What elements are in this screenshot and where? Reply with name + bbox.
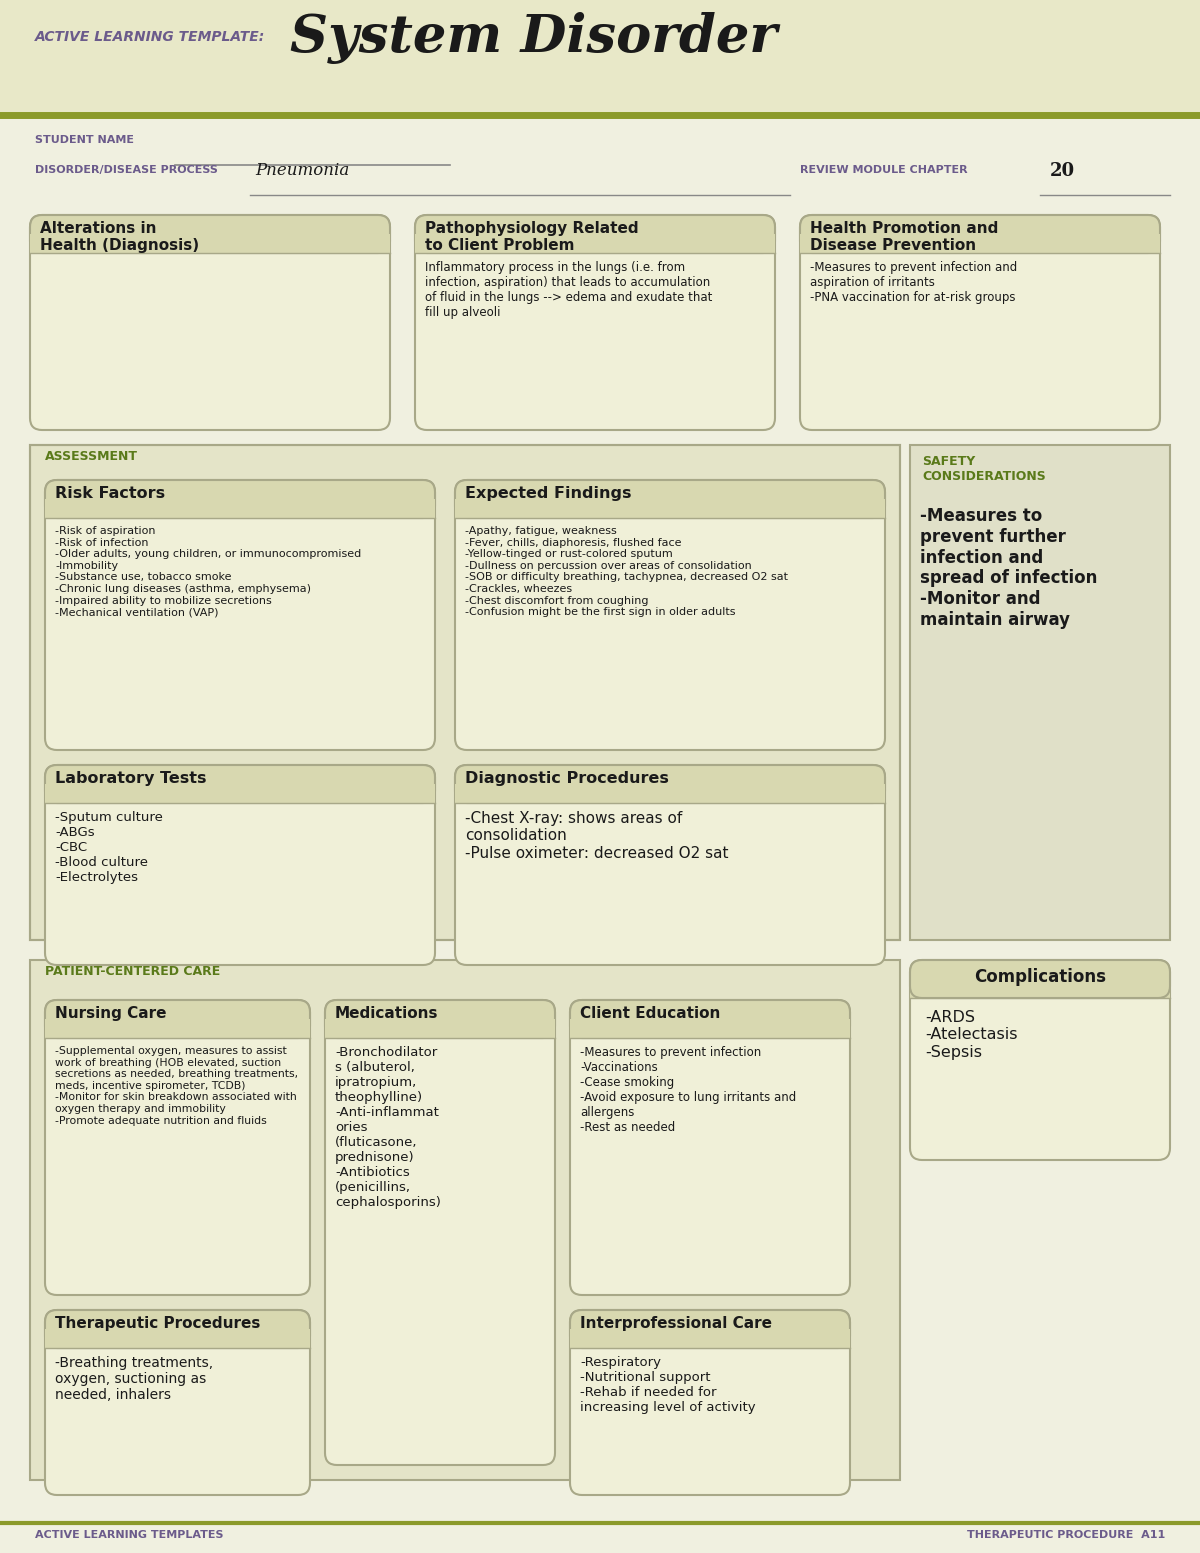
FancyBboxPatch shape	[910, 960, 1170, 999]
FancyBboxPatch shape	[415, 214, 775, 253]
Text: -Risk of aspiration
-Risk of infection
-Older adults, young children, or immunoc: -Risk of aspiration -Risk of infection -…	[55, 526, 361, 617]
Text: -Bronchodilator
s (albuterol,
ipratropium,
theophylline)
-Anti-inflammat
ories
(: -Bronchodilator s (albuterol, ipratropiu…	[335, 1047, 440, 1208]
FancyBboxPatch shape	[570, 1000, 850, 1037]
Bar	[325, 1019, 554, 1037]
Text: -Measures to prevent infection and
aspiration of irritants
-PNA vaccination for : -Measures to prevent infection and aspir…	[810, 261, 1018, 304]
Bar	[0, 0, 1200, 115]
FancyBboxPatch shape	[46, 766, 436, 964]
Text: -Chest X-ray: shows areas of
consolidation
-Pulse oximeter: decreased O2 sat: -Chest X-ray: shows areas of consolidati…	[466, 811, 728, 860]
Bar	[46, 499, 436, 519]
FancyBboxPatch shape	[455, 766, 886, 964]
Bar	[800, 235, 1160, 253]
Text: 20: 20	[1050, 162, 1075, 180]
FancyBboxPatch shape	[325, 1000, 554, 1464]
Text: Pneumonia: Pneumonia	[256, 162, 349, 179]
Text: Nursing Care: Nursing Care	[55, 1006, 167, 1020]
Text: STUDENT NAME: STUDENT NAME	[35, 135, 134, 144]
FancyBboxPatch shape	[800, 214, 1160, 430]
Bar	[455, 499, 886, 519]
Text: -ARDS
-Atelectasis
-Sepsis: -ARDS -Atelectasis -Sepsis	[925, 1009, 1018, 1059]
Text: Interprofessional Care: Interprofessional Care	[580, 1315, 772, 1331]
Bar	[910, 978, 1170, 999]
Bar	[570, 1019, 850, 1037]
Bar	[46, 1019, 310, 1037]
FancyBboxPatch shape	[570, 1311, 850, 1348]
Text: THERAPEUTIC PROCEDURE  A11: THERAPEUTIC PROCEDURE A11	[967, 1530, 1165, 1541]
Text: -Apathy, fatigue, weakness
-Fever, chills, diaphoresis, flushed face
-Yellow-tin: -Apathy, fatigue, weakness -Fever, chill…	[466, 526, 788, 617]
Text: Diagnostic Procedures: Diagnostic Procedures	[466, 770, 668, 786]
Text: Health Promotion and
Disease Prevention: Health Promotion and Disease Prevention	[810, 221, 998, 253]
Text: ACTIVE LEARNING TEMPLATE:: ACTIVE LEARNING TEMPLATE:	[35, 30, 265, 43]
FancyBboxPatch shape	[570, 1311, 850, 1496]
Text: Therapeutic Procedures: Therapeutic Procedures	[55, 1315, 260, 1331]
Text: -Measures to
prevent further
infection and
spread of infection
-Monitor and
main: -Measures to prevent further infection a…	[920, 506, 1097, 629]
FancyBboxPatch shape	[570, 1000, 850, 1295]
Bar	[30, 446, 900, 940]
FancyBboxPatch shape	[30, 214, 390, 430]
FancyBboxPatch shape	[46, 480, 436, 519]
Text: Client Education: Client Education	[580, 1006, 720, 1020]
FancyBboxPatch shape	[46, 480, 436, 750]
Text: -Supplemental oxygen, measures to assist
work of breathing (HOB elevated, suctio: -Supplemental oxygen, measures to assist…	[55, 1047, 298, 1126]
Text: REVIEW MODULE CHAPTER: REVIEW MODULE CHAPTER	[800, 165, 967, 175]
Text: ACTIVE LEARNING TEMPLATES: ACTIVE LEARNING TEMPLATES	[35, 1530, 223, 1541]
Text: -Measures to prevent infection
-Vaccinations
-Cease smoking
-Avoid exposure to l: -Measures to prevent infection -Vaccinat…	[580, 1047, 797, 1134]
FancyBboxPatch shape	[325, 1000, 554, 1037]
Text: -Sputum culture
-ABGs
-CBC
-Blood culture
-Electrolytes: -Sputum culture -ABGs -CBC -Blood cultur…	[55, 811, 163, 884]
Text: PATIENT-CENTERED CARE: PATIENT-CENTERED CARE	[46, 964, 221, 978]
Bar	[455, 784, 886, 803]
FancyBboxPatch shape	[30, 214, 390, 253]
Text: ASSESSMENT: ASSESSMENT	[46, 450, 138, 463]
FancyBboxPatch shape	[910, 960, 1170, 1160]
FancyBboxPatch shape	[46, 1311, 310, 1496]
FancyBboxPatch shape	[46, 766, 436, 803]
Text: Inflammatory process in the lungs (i.e. from
infection, aspiration) that leads t: Inflammatory process in the lungs (i.e. …	[425, 261, 713, 318]
Text: -Respiratory
-Nutritional support
-Rehab if needed for
increasing level of activ: -Respiratory -Nutritional support -Rehab…	[580, 1356, 756, 1413]
Bar	[415, 235, 775, 253]
Text: SAFETY
CONSIDERATIONS: SAFETY CONSIDERATIONS	[922, 455, 1045, 483]
Bar	[30, 960, 900, 1480]
Text: Risk Factors: Risk Factors	[55, 486, 166, 502]
Text: Pathophysiology Related
to Client Problem: Pathophysiology Related to Client Proble…	[425, 221, 638, 253]
Text: Laboratory Tests: Laboratory Tests	[55, 770, 206, 786]
FancyBboxPatch shape	[46, 1311, 310, 1348]
Bar	[910, 446, 1170, 940]
FancyBboxPatch shape	[46, 1000, 310, 1295]
FancyBboxPatch shape	[455, 480, 886, 519]
Text: Medications: Medications	[335, 1006, 438, 1020]
Text: -Breathing treatments,
oxygen, suctioning as
needed, inhalers: -Breathing treatments, oxygen, suctionin…	[55, 1356, 214, 1402]
Bar	[30, 235, 390, 253]
Text: Complications: Complications	[974, 968, 1106, 986]
FancyBboxPatch shape	[800, 214, 1160, 253]
FancyBboxPatch shape	[46, 1000, 310, 1037]
Text: Expected Findings: Expected Findings	[466, 486, 631, 502]
Text: DISORDER/DISEASE PROCESS: DISORDER/DISEASE PROCESS	[35, 165, 218, 175]
FancyBboxPatch shape	[455, 766, 886, 803]
Text: Alterations in
Health (Diagnosis): Alterations in Health (Diagnosis)	[40, 221, 199, 253]
Bar	[46, 784, 436, 803]
FancyBboxPatch shape	[415, 214, 775, 430]
Bar	[46, 1329, 310, 1348]
Text: System Disorder: System Disorder	[290, 12, 778, 64]
FancyBboxPatch shape	[455, 480, 886, 750]
Bar	[570, 1329, 850, 1348]
